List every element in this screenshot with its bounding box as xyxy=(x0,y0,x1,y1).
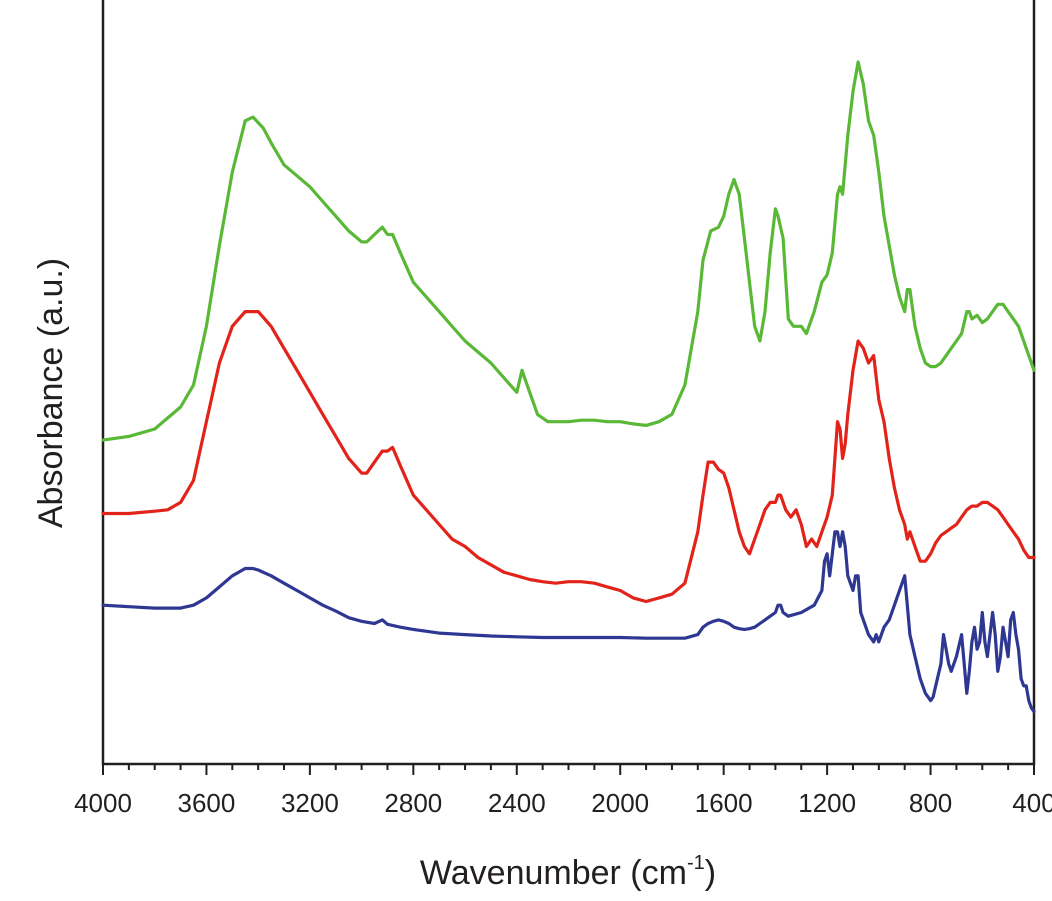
x-tick-label: 2400 xyxy=(488,788,546,818)
y-axis-title: Absorbance (a.u.) xyxy=(32,258,70,528)
x-tick-label: 4000 xyxy=(74,788,132,818)
series-line-3 xyxy=(101,530,1036,714)
x-tick-label: 3200 xyxy=(281,788,339,818)
x-tick-label: 800 xyxy=(909,788,952,818)
series-line-2 xyxy=(101,310,1036,604)
x-axis-ticks: 4000 3600 3200 2800 2400 2000 1600 1200 800 400 xyxy=(74,764,1052,818)
series-layer xyxy=(101,60,1036,714)
series-line-1 xyxy=(101,60,1036,442)
plot-frame xyxy=(101,0,1036,766)
x-axis-title: Wavenumber (cm-1) xyxy=(420,852,716,892)
plot-border xyxy=(101,0,1036,766)
x-tick-label: 3600 xyxy=(178,788,236,818)
x-tick-label: 2000 xyxy=(591,788,649,818)
x-tick-label: 1200 xyxy=(798,788,856,818)
x-tick-label: 2800 xyxy=(384,788,442,818)
x-tick-label: 400 xyxy=(1012,788,1052,818)
x-tick-label: 1600 xyxy=(695,788,753,818)
